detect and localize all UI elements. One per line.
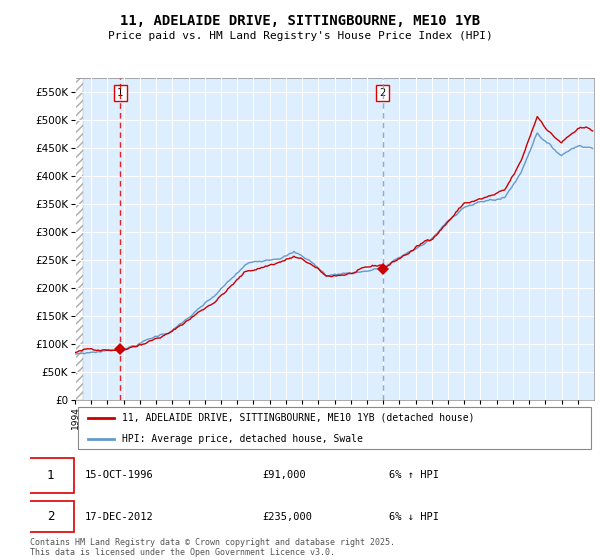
Text: Price paid vs. HM Land Registry's House Price Index (HPI): Price paid vs. HM Land Registry's House …	[107, 31, 493, 41]
Bar	[75, 78, 83, 400]
Text: 6% ↓ HPI: 6% ↓ HPI	[389, 512, 439, 521]
Text: Contains HM Land Registry data © Crown copyright and database right 2025.
This d: Contains HM Land Registry data © Crown c…	[30, 538, 395, 557]
Text: 11, ADELAIDE DRIVE, SITTINGBOURNE, ME10 1YB: 11, ADELAIDE DRIVE, SITTINGBOURNE, ME10 …	[120, 14, 480, 28]
Text: 6% ↑ HPI: 6% ↑ HPI	[389, 470, 439, 480]
Text: 15-OCT-1996: 15-OCT-1996	[85, 470, 154, 480]
FancyBboxPatch shape	[27, 501, 74, 532]
Text: £235,000: £235,000	[262, 512, 312, 521]
Text: 2: 2	[379, 88, 386, 98]
Text: 2: 2	[47, 510, 54, 523]
FancyBboxPatch shape	[77, 407, 592, 449]
Text: HPI: Average price, detached house, Swale: HPI: Average price, detached house, Swal…	[122, 435, 362, 444]
Text: 11, ADELAIDE DRIVE, SITTINGBOURNE, ME10 1YB (detached house): 11, ADELAIDE DRIVE, SITTINGBOURNE, ME10 …	[122, 413, 474, 423]
Text: £91,000: £91,000	[262, 470, 305, 480]
Text: 1: 1	[117, 88, 124, 98]
FancyBboxPatch shape	[27, 458, 74, 493]
Text: 1: 1	[47, 469, 54, 482]
Text: 17-DEC-2012: 17-DEC-2012	[85, 512, 154, 521]
